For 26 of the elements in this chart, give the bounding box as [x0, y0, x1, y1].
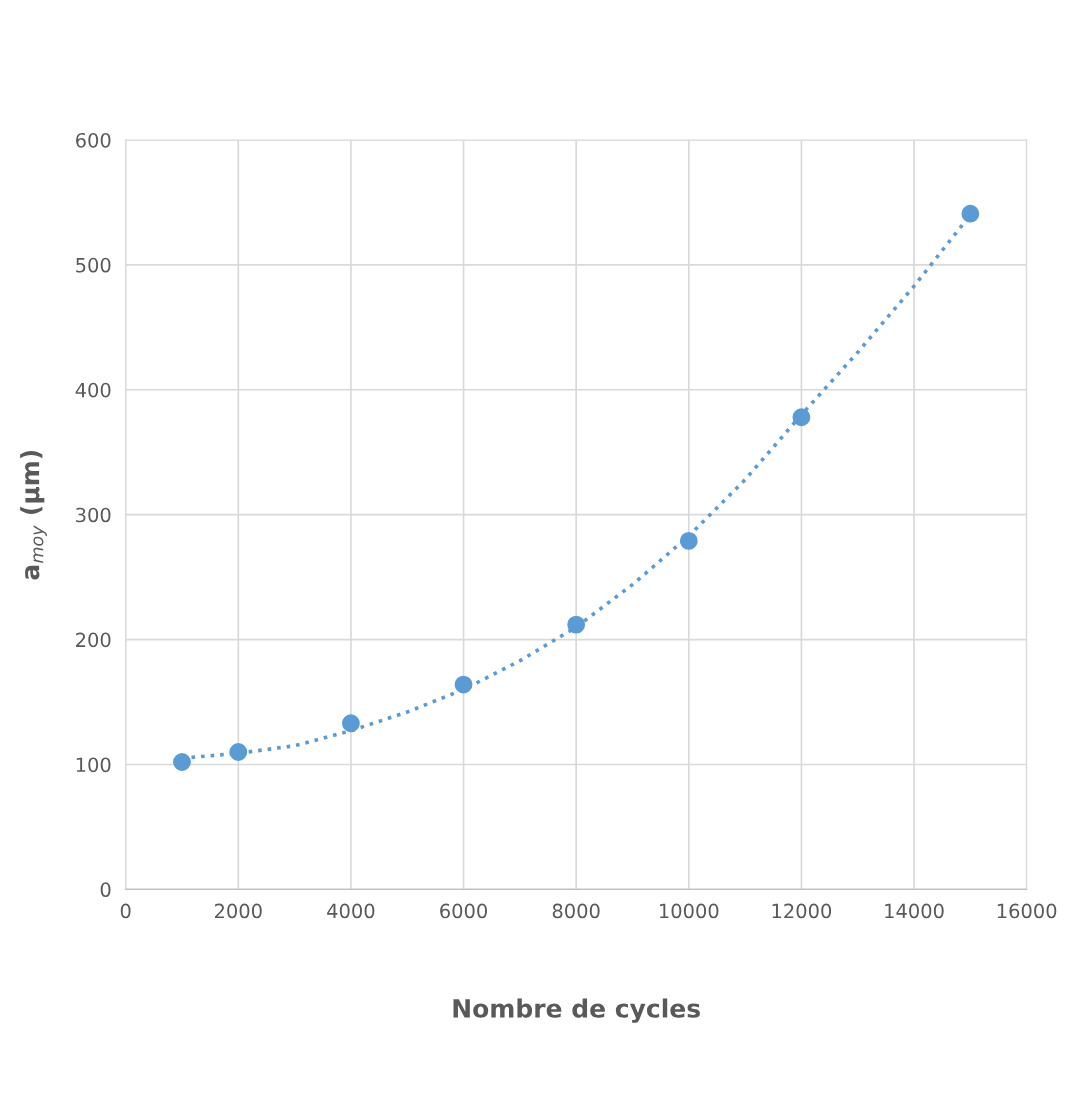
x-tick-label: 12000 — [772, 903, 832, 919]
x-tick-label: 2000 — [214, 903, 262, 919]
x-tick-label: 8000 — [552, 903, 600, 919]
x-axis-title: Nombre de cycles — [453, 998, 700, 1023]
y-tick-label: 300 — [76, 507, 111, 523]
point — [454, 675, 473, 694]
x-tick-label: 4000 — [327, 903, 375, 919]
x-tick-label: 16000 — [997, 903, 1057, 919]
point — [342, 714, 360, 733]
y-tick-label: 400 — [75, 382, 111, 398]
y-axis-title: a$_{moy}$ (µm) — [20, 450, 47, 580]
point — [229, 743, 248, 761]
x-tick-label: 14000 — [885, 903, 944, 919]
y-tick-label: 100 — [76, 757, 111, 773]
y-tick-label: 0 — [100, 882, 111, 898]
y-tick-label: 500 — [76, 257, 111, 273]
point — [961, 204, 980, 223]
x-tick-label: 0 — [120, 903, 131, 919]
x-tick-label: 10000 — [660, 903, 719, 919]
y-tick-label: 200 — [76, 632, 111, 648]
point — [792, 408, 811, 427]
point — [679, 532, 698, 550]
point — [567, 615, 586, 634]
x-tick-label: 6000 — [440, 903, 487, 919]
y-tick-label: 600 — [76, 132, 111, 148]
point — [173, 753, 191, 771]
